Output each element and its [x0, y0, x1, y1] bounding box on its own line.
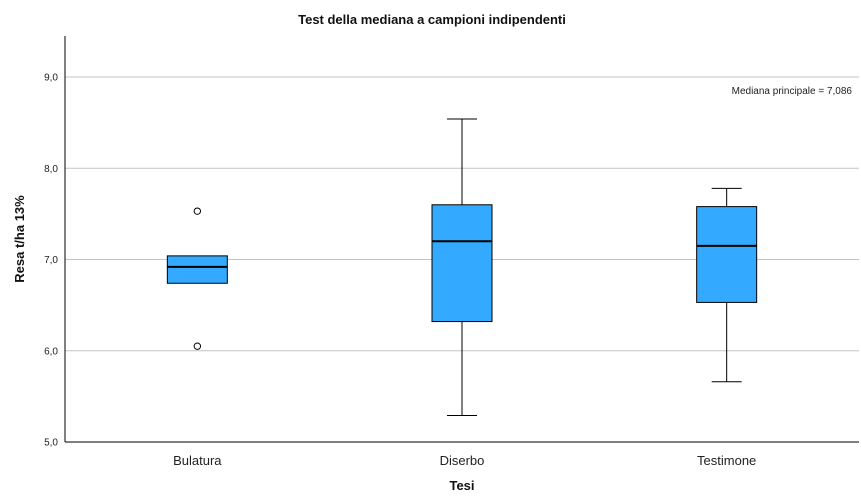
category-label: Testimone	[697, 453, 756, 468]
chart-title: Test della mediana a campioni indipenden…	[298, 12, 566, 27]
iqr-box	[431, 204, 493, 323]
y-tick-label: 5,0	[44, 438, 58, 449]
box-group-diserbo	[431, 118, 493, 417]
y-axis-title: Resa t/ha 13%	[12, 195, 27, 283]
outlier-point	[193, 342, 202, 350]
iqr-box	[166, 255, 228, 284]
category-labels: Bulatura Diserbo Testimone	[173, 453, 756, 468]
box-group-testimone	[696, 187, 758, 383]
x-axis-title: Tesi	[449, 478, 474, 493]
y-tick-label: 6,0	[44, 346, 58, 357]
box-group-bulatura	[166, 207, 228, 350]
y-tick-labels: 5,0 6,0 7,0 8,0 9,0	[44, 73, 58, 449]
y-tick-label: 9,0	[44, 73, 58, 84]
boxes	[166, 118, 758, 417]
y-tick-label: 7,0	[44, 255, 58, 266]
median-annotation: Mediana principale = 7,086	[732, 86, 853, 97]
category-label: Bulatura	[173, 453, 222, 468]
outlier-point	[193, 207, 202, 215]
category-label: Diserbo	[440, 453, 485, 468]
iqr-box	[696, 206, 758, 303]
y-tick-label: 8,0	[44, 164, 58, 175]
